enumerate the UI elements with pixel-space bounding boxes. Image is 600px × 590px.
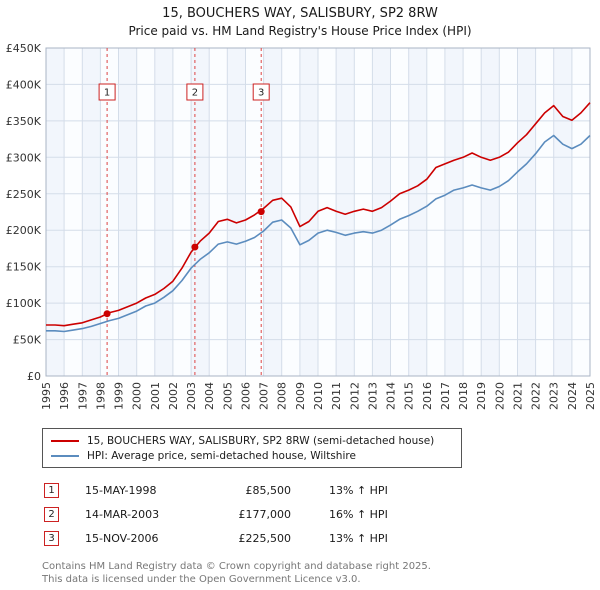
x-axis-label: 2019	[475, 382, 488, 410]
year-band	[118, 48, 137, 376]
x-axis-label: 1999	[113, 382, 126, 410]
x-axis-label: 2013	[366, 382, 379, 410]
x-axis-label: 2017	[439, 382, 452, 410]
footer-line-2: This data is licensed under the Open Gov…	[42, 574, 361, 585]
sale-hpi-change: 13% ↑ HPI	[329, 531, 388, 545]
x-axis-label: 2015	[403, 382, 416, 410]
y-axis-label: £300K	[6, 151, 42, 164]
x-axis-label: 2020	[493, 382, 506, 410]
year-band	[227, 48, 246, 376]
sale-row: 1 15-MAY-1998 £85,500 13% ↑ HPI	[44, 478, 600, 502]
x-axis-label: 2001	[149, 382, 162, 410]
sale-price: £225,500	[238, 531, 292, 545]
footer-line-1: Contains HM Land Registry data © Crown c…	[42, 561, 431, 572]
sale-row: 2 14-MAR-2003 £177,000 16% ↑ HPI	[44, 502, 600, 526]
chart-svg: 1 2 3 £0 £50K £100K £150K £200K £250K £300K £350K £…	[6, 42, 597, 410]
chart-title: 15, BOUCHERS WAY, SALISBURY, SP2 8RW	[162, 6, 438, 21]
sale-number-badge: 1	[44, 482, 59, 498]
x-axis-label: 1997	[76, 382, 89, 410]
y-axis-label: £0	[27, 370, 41, 383]
sale-hpi-change: 13% ↑ HPI	[329, 483, 388, 497]
x-axis-label: 2010	[312, 382, 325, 410]
chart-legend: 15, BOUCHERS WAY, SALISBURY, SP2 8RW (se…	[42, 428, 462, 468]
price-history-chart: 1 2 3 £0 £50K £100K £150K £200K £250K £300K £350K £…	[0, 40, 600, 428]
year-band	[372, 48, 391, 376]
x-axis-label: 2008	[276, 382, 289, 410]
year-band	[46, 48, 65, 376]
x-axis-label: 2025	[584, 382, 597, 410]
x-axis-label: 2005	[221, 382, 234, 410]
x-axis-label: 2018	[457, 382, 470, 410]
chart-subtitle: Price paid vs. HM Land Registry's House …	[128, 24, 472, 38]
x-axis-label: 2023	[548, 382, 561, 410]
x-axis-label: 2012	[348, 382, 361, 410]
sale-date: 15-MAY-1998	[85, 483, 157, 497]
sale-number-badge: 2	[44, 506, 59, 522]
x-axis-label: 2007	[258, 382, 271, 410]
x-axis-label: 1996	[58, 382, 71, 410]
sale-price: £177,000	[238, 507, 292, 521]
year-band	[263, 48, 282, 376]
sales-table: 1 15-MAY-1998 £85,500 13% ↑ HPI 2 14-MAR…	[44, 478, 600, 550]
legend-swatch-hpi-line	[51, 454, 79, 457]
sale-number-box	[186, 83, 204, 101]
sale-number-box	[98, 83, 116, 101]
hpi-line	[46, 134, 591, 333]
x-axis-label: 2021	[512, 382, 525, 410]
y-axis-label: £350K	[6, 115, 42, 128]
legend-item-property: 15, BOUCHERS WAY, SALISBURY, SP2 8RW (se…	[51, 433, 453, 448]
legend-label-hpi: HPI: Average price, semi-detached house,…	[87, 449, 356, 462]
x-axis-label: 2014	[385, 382, 398, 410]
y-axis-label: £250K	[6, 188, 42, 201]
sale-number-label: 3	[258, 88, 264, 99]
year-band	[154, 48, 173, 376]
legend-label-property: 15, BOUCHERS WAY, SALISBURY, SP2 8RW (se…	[87, 434, 435, 447]
year-band	[299, 48, 318, 376]
x-axis-label: 2009	[294, 382, 307, 410]
year-band	[517, 48, 536, 376]
year-band	[444, 48, 463, 376]
y-axis-label: £50K	[13, 334, 42, 347]
year-band	[82, 48, 101, 376]
x-axis-label: 2002	[167, 382, 180, 410]
x-axis-label: 2003	[185, 382, 198, 410]
y-axis-label: £450K	[6, 42, 42, 55]
sale-date: 14-MAR-2003	[85, 507, 160, 521]
x-axis-label: 2006	[240, 382, 253, 410]
sale-point	[257, 208, 265, 216]
license-footer: Contains HM Land Registry data © Crown c…	[42, 560, 600, 586]
sale-number-badge: 3	[44, 530, 59, 546]
x-axis-label: 2000	[131, 382, 144, 410]
x-axis-label: 1995	[40, 382, 53, 410]
year-band	[336, 48, 355, 376]
sale-point	[103, 310, 111, 318]
y-axis-label: £400K	[6, 78, 42, 91]
sale-hpi-change: 16% ↑ HPI	[329, 507, 388, 521]
legend-item-hpi: HPI: Average price, semi-detached house,…	[51, 448, 453, 463]
plot-border	[45, 47, 591, 377]
year-band	[553, 48, 572, 376]
year-band	[191, 48, 210, 376]
year-band	[481, 48, 500, 376]
sale-price: £85,500	[245, 483, 292, 497]
x-axis-label: 2024	[566, 382, 579, 410]
legend-swatch-property-line	[51, 439, 79, 442]
sale-date: 15-NOV-2006	[85, 531, 159, 545]
property-price-line	[46, 102, 591, 327]
y-axis-label: £100K	[6, 297, 42, 310]
sale-number-box	[252, 83, 270, 101]
sale-point	[191, 243, 199, 251]
sale-number-label: 1	[104, 88, 110, 99]
y-axis-label: £200K	[6, 224, 42, 237]
sale-number-label: 2	[192, 88, 198, 99]
x-axis-label: 2022	[530, 382, 543, 410]
x-axis-label: 1998	[94, 382, 107, 410]
x-axis-label: 2004	[203, 382, 216, 410]
x-axis-label: 2016	[421, 382, 434, 410]
sale-row: 3 15-NOV-2006 £225,500 13% ↑ HPI	[44, 526, 600, 550]
x-axis-label: 2011	[330, 382, 343, 410]
y-axis-label: £150K	[6, 261, 42, 274]
